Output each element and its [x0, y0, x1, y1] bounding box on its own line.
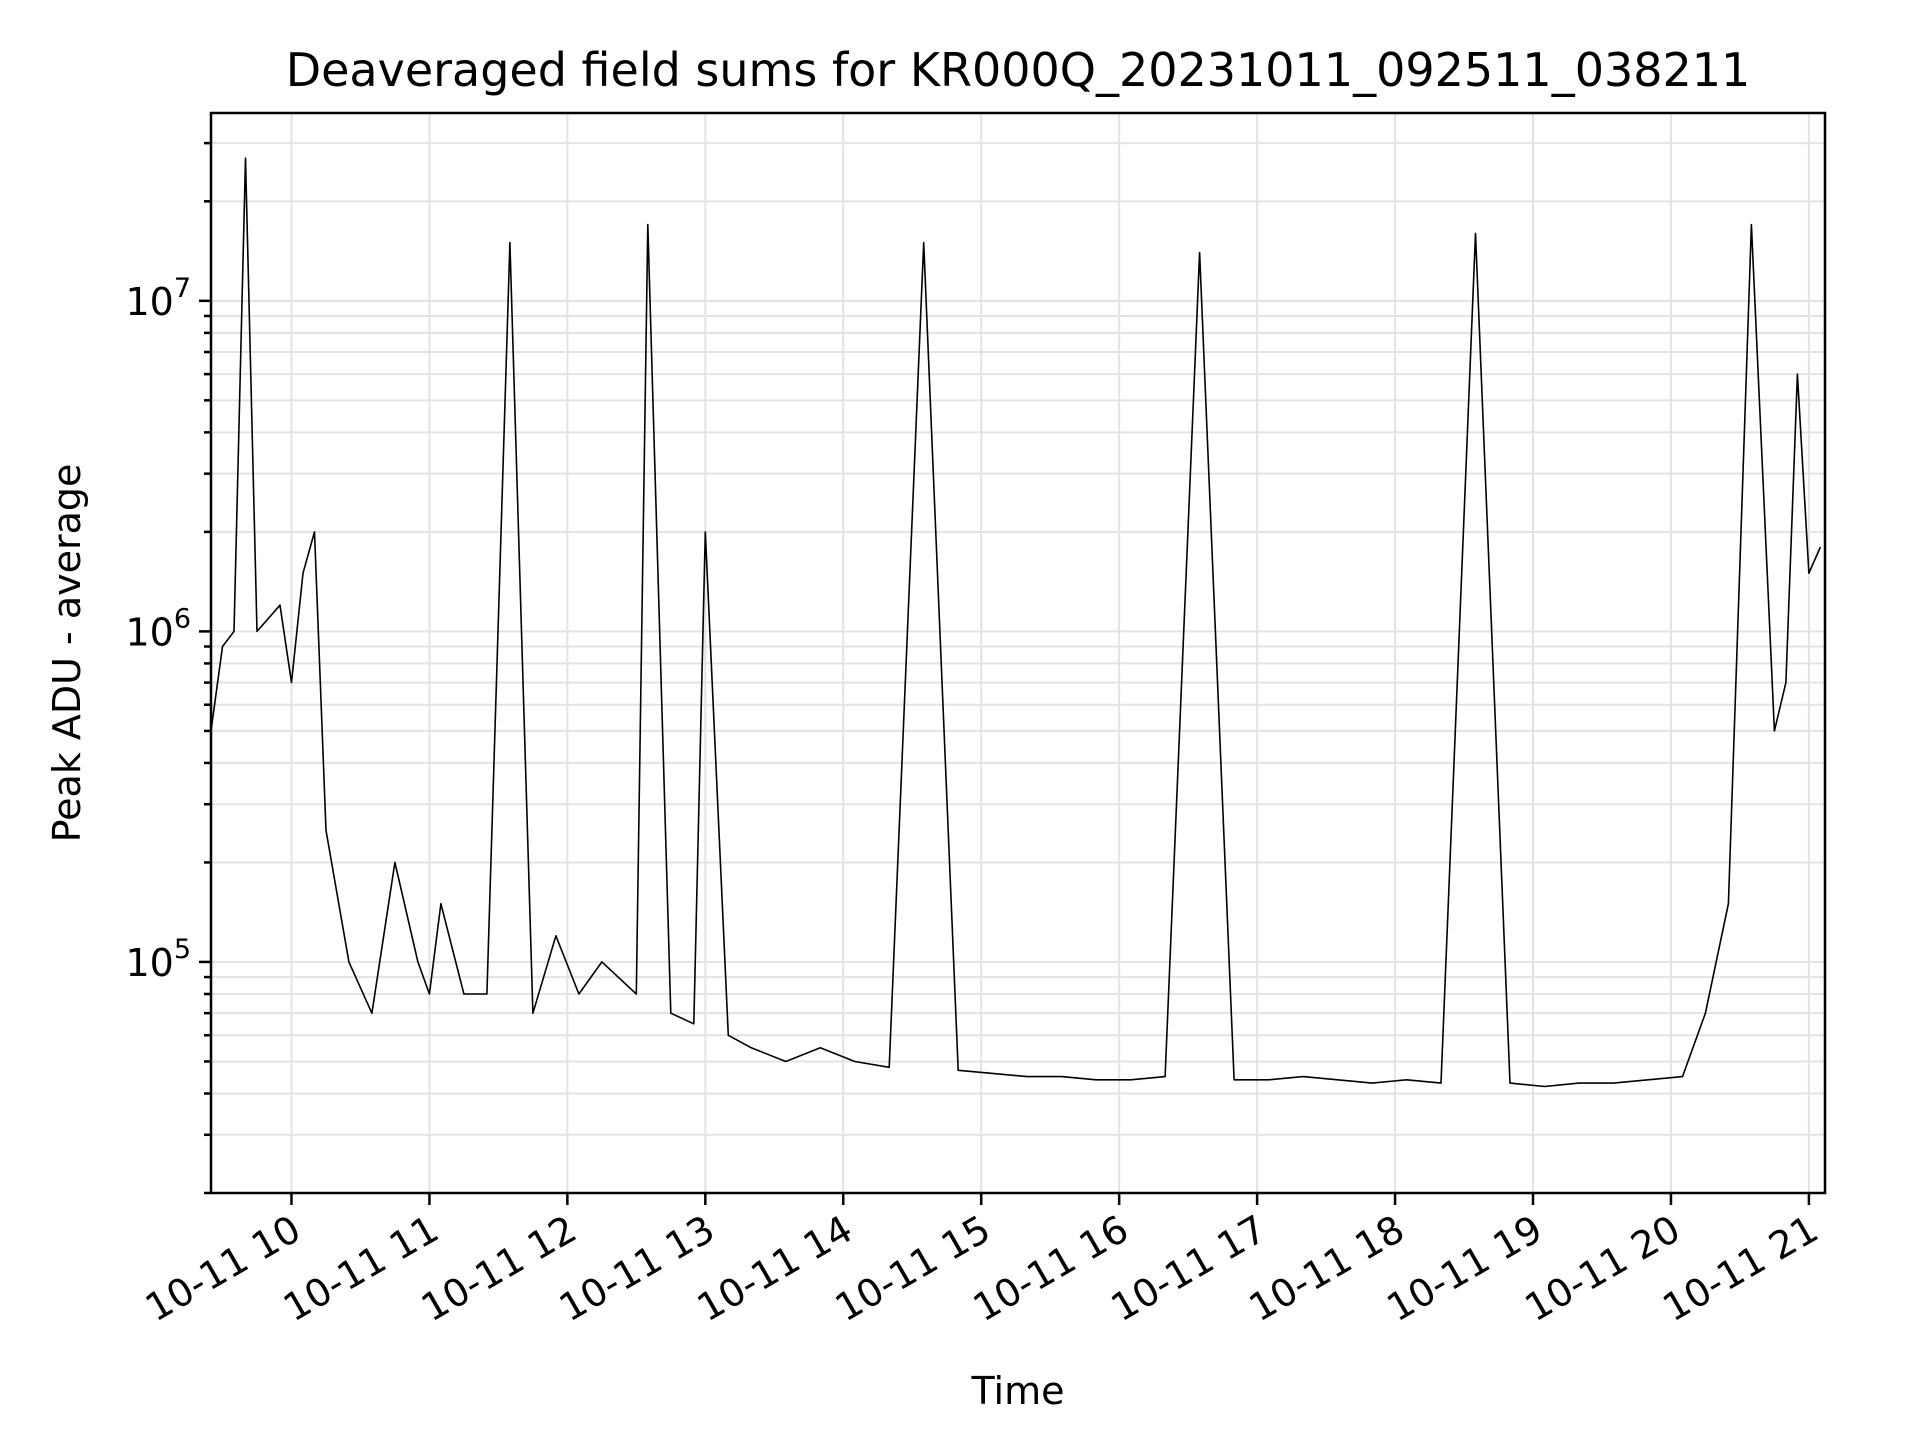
plot-area: [210, 157, 1822, 1088]
x-tick-label: 10-11 18: [1242, 1207, 1412, 1331]
axes-frame: [209, 111, 1827, 1195]
x-tick-label: 10-11 21: [1655, 1207, 1825, 1331]
chart-title: Deaveraged field sums for KR000Q_2023101…: [286, 43, 1751, 97]
grid: [211, 113, 1825, 1194]
x-tick-label: 10-11 12: [414, 1207, 584, 1331]
x-tick-label: 10-11 19: [1380, 1207, 1550, 1331]
x-tick-label: 10-11 15: [828, 1207, 998, 1331]
x-tick-label: 10-11 16: [966, 1207, 1136, 1331]
x-tick-label: 10-11 20: [1517, 1207, 1687, 1331]
x-tick-label: 10-11 10: [138, 1207, 308, 1331]
x-tick-label: 10-11 14: [690, 1207, 860, 1331]
x-tick-label: 10-11 11: [276, 1207, 446, 1331]
y-axis: 105 106 107: [125, 141, 211, 1195]
y-tick-label: 105: [125, 934, 191, 985]
series-line: [210, 157, 1822, 1088]
x-axis-label: Time: [971, 1369, 1065, 1413]
x-tick-label: 10-11 13: [552, 1207, 722, 1331]
y-axis-label: Peak ADU - average: [45, 464, 89, 843]
y-tick-label: 107: [125, 273, 191, 324]
x-tick-label: 10-11 17: [1104, 1207, 1274, 1331]
y-tick-label: 106: [125, 603, 191, 654]
